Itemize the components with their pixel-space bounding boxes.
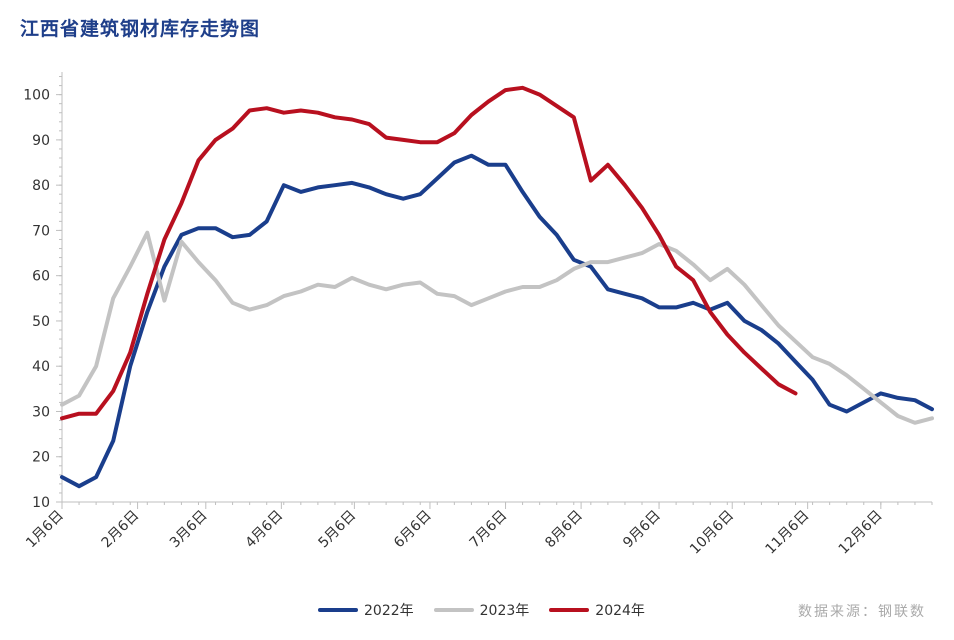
series-line-2022 xyxy=(60,153,934,489)
x-tick-label: 4月6日 xyxy=(242,508,286,552)
x-tick-label: 10月6日 xyxy=(687,508,737,558)
legend-swatch-2024 xyxy=(549,608,590,612)
source-note: 数据来源：钢联数 xyxy=(798,604,926,620)
y-tick-label: 90 xyxy=(32,133,50,149)
x-tick-label: 1月6日 xyxy=(23,508,67,552)
y-tick-label: 70 xyxy=(32,223,50,239)
legend-label-2022: 2022年 xyxy=(364,603,414,619)
legend-item-2023[interactable]: 2023年 xyxy=(433,600,530,620)
chart-title: 江西省建筑钢材库存走势图 xyxy=(20,18,261,40)
y-tick-label: 100 xyxy=(23,88,50,104)
legend: 2022年 2023年 2024年 xyxy=(318,600,665,620)
x-tick-label: 7月6日 xyxy=(467,508,511,552)
line-chart: 10 20 30 40 50 60 70 80 90 100 1月6日 2月6日 3月6日 4月6日 5月6… xyxy=(23,72,934,558)
legend-label-2023: 2023年 xyxy=(479,603,530,619)
x-tick-label: 6月6日 xyxy=(391,508,435,552)
x-tick-label: 12月6日 xyxy=(836,508,886,558)
y-tick-label: 80 xyxy=(32,178,50,194)
y-tick-label: 50 xyxy=(32,314,50,330)
legend-label-2024: 2024年 xyxy=(595,603,645,619)
y-tick-label: 20 xyxy=(32,450,50,466)
y-tick-label: 30 xyxy=(32,404,50,420)
x-tick-label: 11月6日 xyxy=(762,508,812,558)
series-layer xyxy=(60,85,934,489)
x-tick-label: 5月6日 xyxy=(315,508,359,552)
series-line-2023 xyxy=(60,230,934,425)
y-tick-label: 60 xyxy=(32,269,50,285)
x-tick-label: 8月6日 xyxy=(542,508,586,552)
x-tick-label: 2月6日 xyxy=(99,508,143,552)
legend-swatch-2022 xyxy=(318,608,358,612)
legend-item-2024[interactable]: 2024年 xyxy=(549,600,645,620)
x-tick-label: 3月6日 xyxy=(167,508,211,552)
y-tick-label: 40 xyxy=(32,359,50,375)
legend-swatch-2023 xyxy=(433,608,474,612)
legend-item-2022[interactable]: 2022年 xyxy=(318,600,414,620)
axes: 10 20 30 40 50 60 70 80 90 100 1月6日 2月6日 3月6日 4月6日 5月6… xyxy=(23,72,933,558)
x-tick-label: 9月6日 xyxy=(620,508,664,552)
series-line-2024 xyxy=(60,85,798,421)
y-tick-label: 10 xyxy=(32,495,50,511)
